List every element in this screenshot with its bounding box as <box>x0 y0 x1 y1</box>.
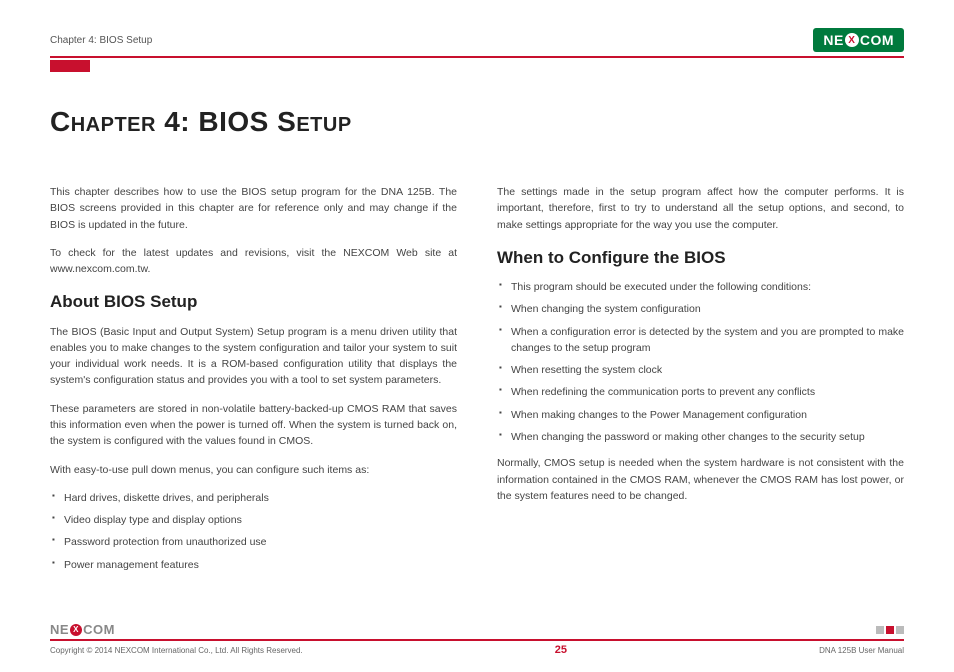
page: Chapter 4: BIOS Setup NE X COM Chapter 4… <box>0 0 954 583</box>
footer-text-row: Copyright © 2014 NEXCOM International Co… <box>50 644 904 656</box>
about-paragraph-1: The BIOS (Basic Input and Output System)… <box>50 324 457 389</box>
logo-x-icon: X <box>845 33 859 47</box>
right-column: The settings made in the setup program a… <box>497 184 904 583</box>
list-item: This program should be executed under th… <box>497 279 904 295</box>
footer: NE X COM Copyright © 2014 NEXCOM Interna… <box>50 622 904 656</box>
list-item: Video display type and display options <box>50 512 457 528</box>
content-columns: This chapter describes how to use the BI… <box>50 184 904 583</box>
footer-squares <box>876 626 904 634</box>
list-item: When making changes to the Power Managem… <box>497 407 904 423</box>
list-item: When changing the system configuration <box>497 301 904 317</box>
logo-text-left: NE <box>823 32 843 48</box>
square-icon <box>876 626 884 634</box>
list-item: Password protection from unauthorized us… <box>50 534 457 550</box>
manual-name: DNA 125B User Manual <box>819 646 904 655</box>
right-closing-paragraph: Normally, CMOS setup is needed when the … <box>497 455 904 504</box>
square-icon <box>896 626 904 634</box>
list-item: When changing the password or making oth… <box>497 429 904 445</box>
red-tab <box>50 60 90 72</box>
when-list: This program should be executed under th… <box>497 279 904 445</box>
logo-text-right: COM <box>860 32 894 48</box>
right-intro-paragraph: The settings made in the setup program a… <box>497 184 904 233</box>
list-item: When a configuration error is detected b… <box>497 324 904 357</box>
chapter-label: Chapter 4: BIOS Setup <box>50 35 152 46</box>
config-items-list: Hard drives, diskette drives, and periph… <box>50 490 457 573</box>
footer-rule <box>50 639 904 641</box>
when-heading: When to Configure the BIOS <box>497 245 904 271</box>
intro-paragraph-2: To check for the latest updates and revi… <box>50 245 457 278</box>
copyright-text: Copyright © 2014 NEXCOM International Co… <box>50 646 303 655</box>
header-row: Chapter 4: BIOS Setup NE X COM <box>50 28 904 52</box>
left-column: This chapter describes how to use the BI… <box>50 184 457 583</box>
header-rule <box>50 56 904 58</box>
page-title: Chapter 4: BIOS Setup <box>50 106 904 138</box>
list-item: When resetting the system clock <box>497 362 904 378</box>
footer-logo-left: NE <box>50 622 69 637</box>
list-item: Hard drives, diskette drives, and periph… <box>50 490 457 506</box>
square-icon <box>886 626 894 634</box>
about-paragraph-2: These parameters are stored in non-volat… <box>50 401 457 450</box>
footer-logo-right: COM <box>83 622 115 637</box>
brand-logo: NE X COM <box>813 28 904 52</box>
intro-paragraph-1: This chapter describes how to use the BI… <box>50 184 457 233</box>
page-number: 25 <box>555 644 567 656</box>
list-item: Power management features <box>50 557 457 573</box>
footer-logo-x-icon: X <box>70 624 82 636</box>
title-text: Chapter 4: BIOS Setup <box>50 106 352 137</box>
about-paragraph-3: With easy-to-use pull down menus, you ca… <box>50 462 457 478</box>
footer-logo-row: NE X COM <box>50 622 904 637</box>
about-heading: About BIOS Setup <box>50 289 457 315</box>
list-item: When redefining the communication ports … <box>497 384 904 400</box>
footer-logo: NE X COM <box>50 622 115 637</box>
